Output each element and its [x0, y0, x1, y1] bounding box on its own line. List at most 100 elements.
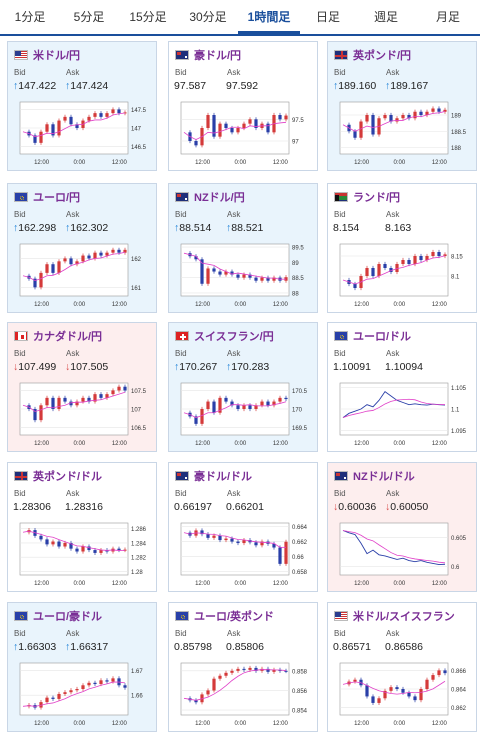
tab-5[interactable]: 日足 [315, 10, 340, 24]
ask-value: ↑189.167 [385, 80, 428, 92]
ask-label: Ask [227, 489, 241, 498]
price-chart: 1.67 1.66 12:00 0:00 12:00 [19, 662, 143, 727]
y-tick-label: 8.1 [451, 275, 460, 281]
x-tick-label: 12:00 [354, 721, 370, 727]
ask-label: Ask [66, 349, 80, 358]
moving-average-line [22, 391, 126, 412]
currency-pair-link[interactable]: 英ポンド/ドル [33, 471, 103, 483]
candle-body [272, 669, 276, 672]
flag-us-icon [14, 50, 28, 60]
candle-body [218, 271, 222, 275]
candle-body [371, 696, 375, 703]
bid-value: ↑170.267 [174, 361, 217, 373]
rate-card[interactable]: ユーロ/豪ドル Bid Ask ↑1.66303 ↑1.66317 1.67 1.66 12:… [7, 602, 157, 732]
rate-card[interactable]: 豪ドル/円 Bid Ask 97.587 97.592 97.5 97 12:00 0:00 12… [168, 41, 318, 171]
candle-body [224, 397, 228, 402]
candle-body [87, 546, 91, 551]
rate-card[interactable]: スイスフラン/円 Bid Ask ↑170.267 ↑170.283 170.5 170 16… [168, 322, 318, 452]
candle-body [224, 271, 228, 275]
card-header: NZドル/ドル [334, 469, 415, 483]
flag-gb-icon [334, 50, 348, 60]
candle-body [272, 543, 276, 548]
y-tick-label: 97.5 [292, 118, 304, 124]
candle-body [260, 277, 264, 281]
x-tick-label: 12:00 [34, 581, 50, 587]
arrow-down-icon: ↓ [65, 361, 71, 373]
tab-7[interactable]: 月足 [435, 10, 460, 24]
tab-2[interactable]: 15分足 [129, 10, 167, 24]
bid-value-text: 107.499 [18, 361, 57, 373]
candle-body [194, 700, 198, 703]
x-tick-label: 12:00 [432, 302, 448, 308]
candle-body [111, 249, 115, 253]
candle-body [353, 284, 357, 288]
plot-area [19, 522, 129, 576]
y-tick-label: 88.5 [292, 276, 304, 282]
currency-pair-link[interactable]: 豪ドル/ドル [194, 471, 253, 483]
bid-value: ↓107.499 [13, 361, 56, 373]
rate-card[interactable]: ユーロ/ドル Bid Ask 1.10091 1.10094 1.105 1.1 1.095 1… [327, 322, 477, 452]
candle-body [248, 405, 252, 409]
rate-card[interactable]: カナダドル/円 Bid Ask ↓107.499 ↓107.505 107.5 107 106… [7, 322, 157, 452]
rate-card[interactable]: 米ドル/円 Bid Ask ↑147.422 ↑147.424 147.5 147 146.5… [7, 41, 157, 171]
ask-value-text: 162.302 [70, 222, 109, 234]
bid-value-text: 0.86571 [333, 641, 371, 653]
candle-body [389, 115, 393, 122]
tab-3[interactable]: 30分足 [189, 10, 227, 24]
currency-pair-link[interactable]: ユーロ/ドル [353, 331, 412, 343]
rate-card[interactable]: 米ドル/スイスフラン Bid Ask 0.86571 0.86586 0.866 0.864… [327, 602, 477, 732]
card-header: ユーロ/円 [14, 190, 80, 204]
candle-body [236, 274, 240, 278]
tab-1[interactable]: 5分足 [73, 10, 105, 24]
rate-card[interactable]: NZドル/ドル Bid Ask ↓0.60036 ↓0.60050 0.605 0.6 12:… [327, 462, 477, 592]
candle-body [69, 116, 73, 125]
x-tick-label: 0:00 [394, 302, 406, 308]
candle-body [212, 401, 216, 413]
tab-4[interactable]: 1時間足 [238, 0, 300, 34]
bid-value-text: 1.28306 [13, 501, 51, 513]
rate-card[interactable]: ランド/円 Bid Ask 8.154 8.163 8.15 8.1 12:00 0:00 12:… [327, 183, 477, 313]
ask-value: 0.86586 [385, 641, 423, 653]
y-tick-label: 97 [292, 140, 299, 146]
y-tick-label: 162 [131, 257, 142, 263]
candle-body [33, 278, 37, 288]
currency-pair-link[interactable]: NZドル/円 [194, 192, 245, 204]
y-tick-label: 1.1 [451, 408, 460, 414]
currency-pair-link[interactable]: カナダドル/円 [33, 331, 103, 343]
y-tick-label: 1.284 [131, 541, 147, 547]
currency-pair-link[interactable]: NZドル/ドル [353, 471, 415, 483]
candle-body [206, 690, 210, 695]
currency-pair-link[interactable]: 豪ドル/円 [194, 50, 242, 62]
currency-pair-link[interactable]: ユーロ/豪ドル [33, 611, 103, 623]
rate-card[interactable]: ユーロ/英ポンド Bid Ask 0.85798 0.85806 0.858 0.856 0.… [168, 602, 318, 732]
candle-body [57, 397, 61, 409]
tab-0[interactable]: 1分足 [14, 10, 46, 24]
rate-card[interactable]: 英ポンド/ドル Bid Ask 1.28306 1.28316 1.286 1.284 1.2… [7, 462, 157, 592]
y-tick-label: 0.662 [292, 540, 308, 546]
candle-body [45, 264, 49, 273]
currency-pair-link[interactable]: ユーロ/英ポンド [194, 611, 275, 623]
x-tick-label: 12:00 [354, 581, 370, 587]
tab-6[interactable]: 週足 [373, 10, 398, 24]
currency-pair-link[interactable]: 英ポンド/円 [353, 50, 412, 62]
currency-pair-link[interactable]: ランド/円 [353, 192, 401, 204]
flag-ch-icon [175, 331, 189, 341]
currency-pair-link[interactable]: 米ドル/スイスフラン [353, 611, 455, 623]
x-tick-label: 0:00 [235, 721, 247, 727]
price-chart: 0.866 0.864 0.862 12:00 0:00 12:00 [339, 662, 467, 727]
currency-pair-link[interactable]: スイスフラン/円 [194, 331, 274, 343]
rate-card[interactable]: NZドル/円 Bid Ask ↑88.514 ↑88.521 89.5 89 88.5 88 12… [168, 183, 318, 313]
rate-card[interactable]: ユーロ/円 Bid Ask ↑162.298 ↑162.302 162 161 12:00 0:… [7, 183, 157, 313]
candle-body [419, 111, 423, 115]
candle-body [272, 277, 276, 281]
candle-body [105, 680, 109, 682]
candle-body [224, 538, 228, 541]
moving-average-line [342, 255, 446, 285]
candle-body [365, 115, 369, 122]
rate-card[interactable]: 豪ドル/ドル Bid Ask 0.66197 0.66201 0.664 0.662 0.66… [168, 462, 318, 592]
rate-card[interactable]: 英ポンド/円 Bid Ask ↑189.160 ↑189.167 189 188.5 188 1… [327, 41, 477, 171]
candle-body [45, 397, 49, 406]
currency-pair-link[interactable]: ユーロ/円 [33, 192, 81, 204]
currency-pair-link[interactable]: 米ドル/円 [33, 50, 81, 62]
